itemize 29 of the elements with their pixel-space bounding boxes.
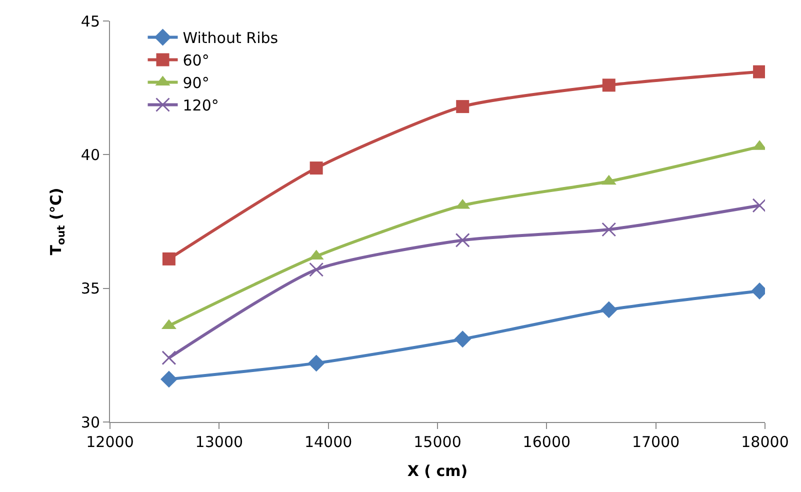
point — [602, 222, 616, 237]
x-tick-label: 12000 — [86, 433, 134, 451]
y-tick-label: 35 — [80, 280, 100, 298]
point — [310, 162, 323, 175]
point — [455, 232, 470, 248]
x-tick-label: 18000 — [741, 433, 789, 451]
legend-label: 120° — [182, 96, 219, 115]
point — [160, 370, 178, 388]
point — [456, 100, 470, 114]
x-tick-label: 14000 — [304, 433, 352, 451]
point — [162, 350, 176, 366]
legend-label: 60° — [182, 52, 210, 70]
x-tick-label: 16000 — [522, 433, 571, 451]
point — [753, 65, 765, 78]
y-tick-label: 40 — [80, 146, 100, 164]
point — [308, 354, 325, 372]
y-tick-label: 45 — [80, 12, 100, 30]
x-tick-label: 15000 — [414, 433, 462, 451]
point — [454, 330, 472, 348]
y-tick-label: 30 — [80, 413, 100, 432]
x-tick-label: 17000 — [632, 433, 680, 451]
point — [162, 252, 176, 266]
legend-label: 90° — [182, 74, 210, 92]
point — [600, 301, 618, 318]
x-axis-title: X ( cm) — [407, 462, 468, 480]
point — [602, 78, 616, 92]
legend-label: Without Ribs — [182, 29, 278, 48]
point — [309, 262, 324, 277]
x-tick-label: 13000 — [195, 433, 244, 451]
